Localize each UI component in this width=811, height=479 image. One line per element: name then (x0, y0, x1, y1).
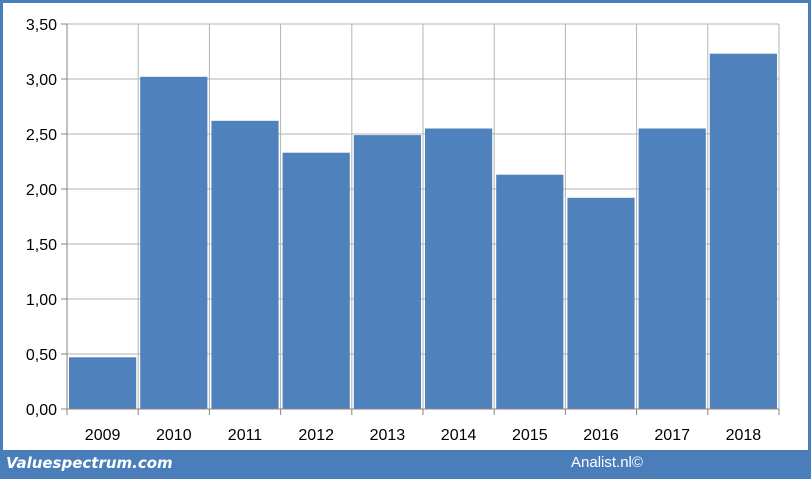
x-tick-label: 2015 (512, 427, 548, 444)
x-tick-label: 2011 (228, 427, 263, 444)
x-tick-label: 2012 (298, 427, 334, 444)
bar-2011 (211, 120, 279, 410)
y-tick-label: 1,00 (26, 292, 57, 309)
x-tick-label: 2010 (156, 427, 192, 444)
y-tick-label: 2,50 (26, 127, 57, 144)
footer-band (0, 450, 811, 479)
y-tick-label: 1,50 (26, 237, 57, 254)
y-tick-label: 2,00 (26, 182, 57, 199)
bar-2012 (282, 152, 350, 409)
x-tick-label: 2016 (583, 427, 619, 444)
bar-2018 (709, 53, 777, 409)
x-tick-labels: 2009 2010 2011 2012 2013 2014 2015 2016 2017 2018 (85, 427, 761, 444)
x-tick-label: 2014 (441, 427, 477, 444)
y-tick-labels: 0,00 0,50 1,00 1,50 2,00 2,50 3,00 3,50 (26, 17, 57, 419)
bar-2013 (353, 135, 421, 409)
x-tick-label: 2013 (370, 427, 406, 444)
bars (69, 53, 777, 410)
y-tick-label: 0,00 (26, 402, 57, 419)
y-tick-label: 3,00 (26, 72, 57, 89)
x-tick-label: 2009 (85, 427, 121, 444)
x-tick-label: 2017 (654, 427, 690, 444)
x-tick-label: 2018 (726, 427, 762, 444)
bar-2014 (425, 128, 493, 409)
bar-2017 (638, 128, 706, 409)
watermark-analist: Analist.nl© (571, 454, 643, 471)
y-tick-label: 3,50 (26, 17, 57, 34)
axes (61, 23, 780, 415)
bar-2009 (69, 357, 137, 409)
bar-2015 (496, 174, 564, 409)
bar-2010 (140, 76, 208, 410)
watermark-valuespectrum: Valuespectrum.com (6, 454, 173, 472)
y-tick-label: 0,50 (26, 347, 57, 364)
bar-2016 (567, 197, 635, 409)
